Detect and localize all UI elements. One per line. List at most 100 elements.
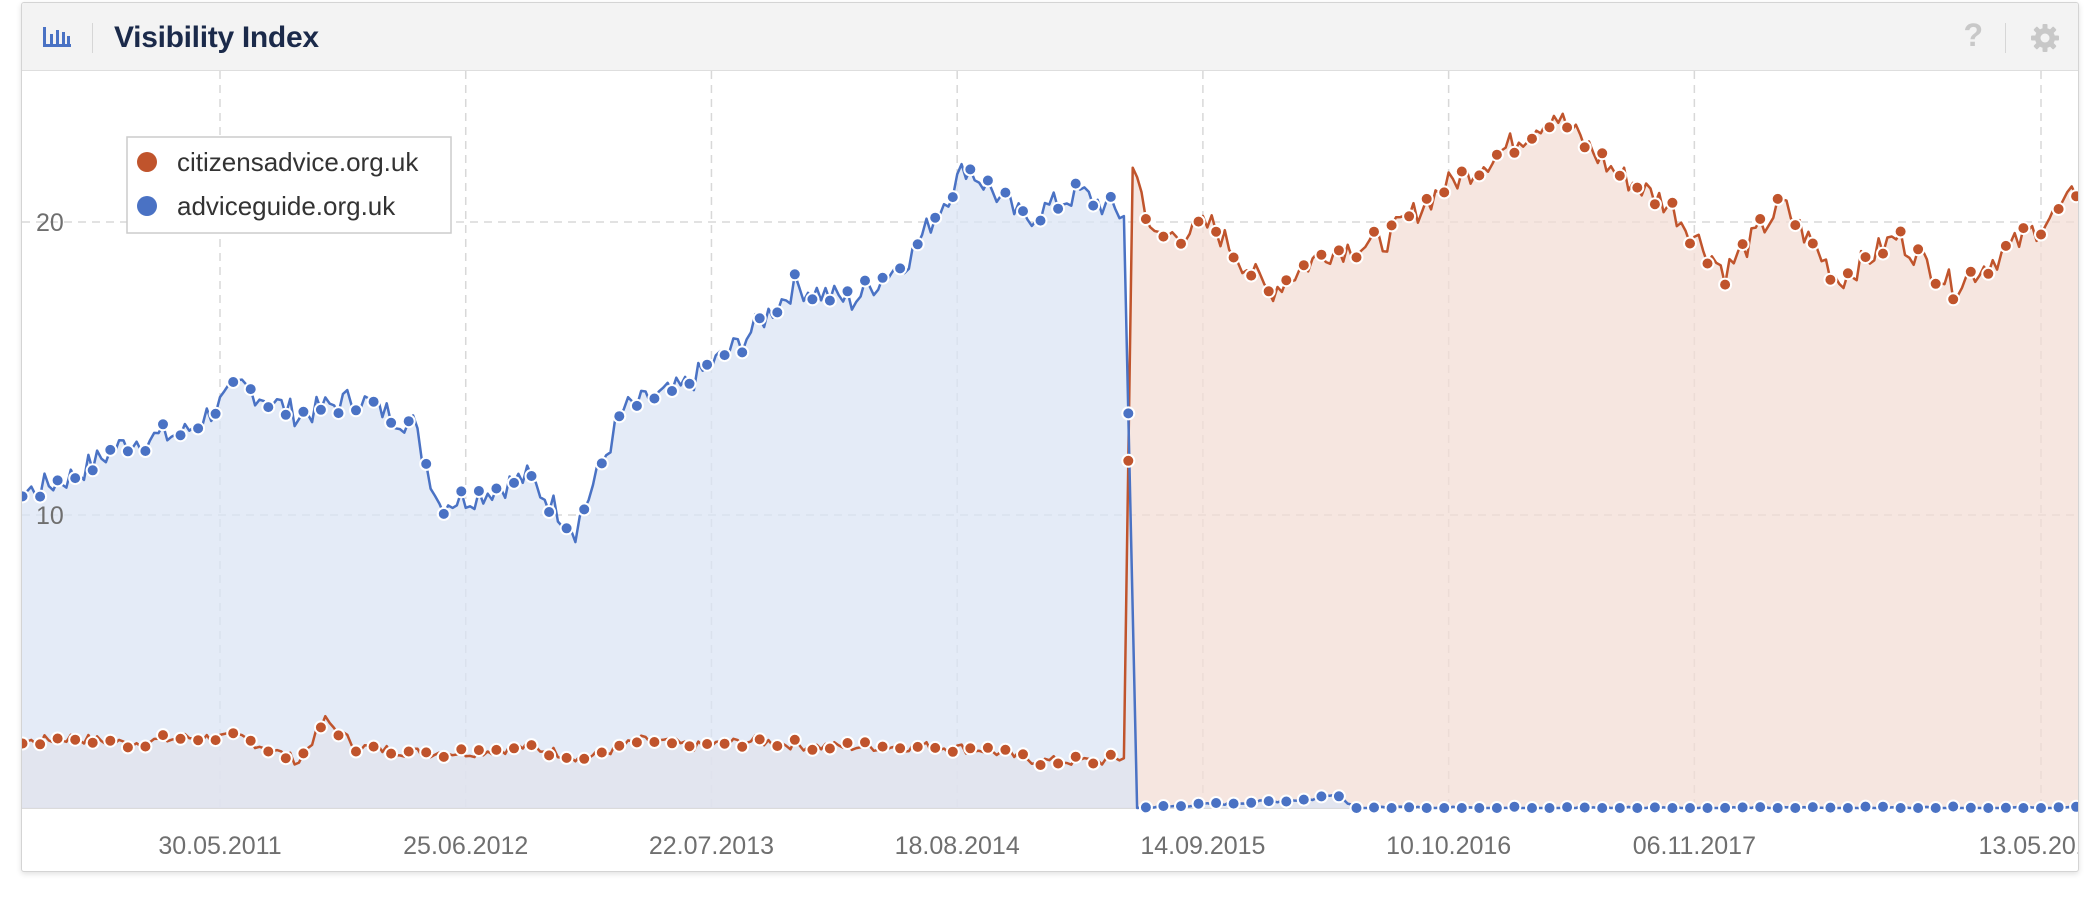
data-point[interactable]: [945, 744, 960, 759]
data-point[interactable]: [33, 489, 48, 504]
data-point[interactable]: [366, 394, 381, 409]
data-point[interactable]: [1876, 246, 1890, 261]
data-point[interactable]: [1876, 799, 1890, 814]
data-point[interactable]: [858, 735, 872, 750]
data-point[interactable]: [1191, 796, 1206, 811]
data-point[interactable]: [980, 173, 995, 188]
data-point[interactable]: [208, 406, 223, 421]
data-point[interactable]: [1174, 799, 1188, 814]
data-point[interactable]: [1928, 801, 1943, 815]
data-point[interactable]: [138, 444, 153, 458]
data-point[interactable]: [1998, 800, 2013, 815]
data-point[interactable]: [928, 210, 943, 225]
data-point[interactable]: [1718, 277, 1733, 292]
data-point[interactable]: [103, 733, 118, 748]
data-point[interactable]: [401, 414, 416, 429]
data-point[interactable]: [1630, 801, 1645, 815]
data-point[interactable]: [840, 736, 855, 750]
data-point[interactable]: [1296, 792, 1311, 807]
data-point[interactable]: [542, 748, 557, 763]
data-point[interactable]: [1595, 146, 1610, 161]
data-point[interactable]: [1367, 800, 1381, 815]
data-point[interactable]: [1279, 794, 1294, 809]
data-point[interactable]: [2051, 800, 2066, 815]
data-point[interactable]: [1700, 256, 1715, 271]
data-point[interactable]: [261, 744, 276, 759]
data-point[interactable]: [910, 237, 925, 252]
data-point[interactable]: [1753, 800, 1768, 815]
data-point[interactable]: [1770, 191, 1785, 206]
data-point[interactable]: [1770, 801, 1785, 815]
data-point[interactable]: [1840, 801, 1855, 815]
data-point[interactable]: [1121, 453, 1136, 468]
data-point[interactable]: [1384, 218, 1399, 233]
data-point[interactable]: [331, 728, 346, 743]
data-point[interactable]: [998, 185, 1013, 200]
data-point[interactable]: [1086, 756, 1101, 771]
data-point[interactable]: [1753, 212, 1768, 226]
data-point[interactable]: [261, 400, 276, 415]
data-point[interactable]: [454, 742, 469, 757]
data-point[interactable]: [1647, 800, 1662, 815]
data-point[interactable]: [1507, 145, 1522, 160]
data-point[interactable]: [1226, 796, 1241, 811]
data-point[interactable]: [173, 731, 188, 746]
data-point[interactable]: [542, 505, 557, 519]
data-point[interactable]: [1156, 799, 1171, 813]
data-point[interactable]: [156, 728, 170, 743]
data-point[interactable]: [1367, 224, 1381, 239]
data-point[interactable]: [1016, 747, 1030, 762]
legend-label[interactable]: citizensadvice.org.uk: [177, 147, 419, 177]
data-point[interactable]: [208, 733, 223, 748]
data-point[interactable]: [1279, 273, 1294, 288]
data-point[interactable]: [945, 190, 960, 205]
data-point[interactable]: [1349, 801, 1364, 815]
data-point[interactable]: [682, 739, 697, 754]
data-point[interactable]: [822, 741, 837, 756]
data-point[interactable]: [1437, 801, 1452, 815]
data-point[interactable]: [1244, 795, 1259, 810]
data-point[interactable]: [507, 741, 521, 756]
data-point[interactable]: [928, 740, 943, 755]
data-point[interactable]: [1683, 236, 1697, 251]
data-point[interactable]: [436, 749, 451, 764]
data-point[interactable]: [1384, 801, 1399, 815]
data-point[interactable]: [893, 261, 908, 276]
data-point[interactable]: [1033, 213, 1048, 228]
data-point[interactable]: [1419, 191, 1434, 206]
data-point[interactable]: [1630, 180, 1645, 195]
data-point[interactable]: [50, 473, 65, 488]
data-point[interactable]: [1577, 800, 1592, 815]
data-point[interactable]: [1454, 164, 1469, 179]
data-point[interactable]: [1086, 198, 1101, 213]
data-point[interactable]: [1402, 800, 1417, 815]
data-point[interactable]: [770, 305, 785, 320]
data-point[interactable]: [22, 736, 30, 751]
data-point[interactable]: [50, 731, 65, 746]
data-point[interactable]: [629, 398, 644, 413]
data-point[interactable]: [1893, 801, 1908, 815]
data-point[interactable]: [313, 720, 328, 735]
data-point[interactable]: [700, 737, 715, 751]
data-point[interactable]: [1261, 284, 1276, 299]
data-point[interactable]: [612, 738, 627, 753]
data-point[interactable]: [1191, 214, 1206, 229]
data-point[interactable]: [559, 521, 574, 536]
data-point[interactable]: [1735, 237, 1750, 252]
data-point[interactable]: [2069, 799, 2078, 814]
data-point[interactable]: [1156, 229, 1171, 244]
data-point[interactable]: [1665, 195, 1680, 210]
data-point[interactable]: [419, 456, 434, 471]
data-point[interactable]: [1454, 801, 1469, 815]
data-point[interactable]: [1963, 800, 1978, 815]
data-point[interactable]: [349, 403, 363, 418]
data-point[interactable]: [68, 471, 83, 486]
data-point[interactable]: [384, 415, 399, 430]
data-point[interactable]: [226, 726, 241, 741]
data-point[interactable]: [489, 742, 504, 757]
data-point[interactable]: [278, 751, 293, 766]
data-point[interactable]: [156, 417, 170, 432]
data-point[interactable]: [893, 741, 908, 756]
data-point[interactable]: [1103, 189, 1118, 204]
data-point[interactable]: [243, 733, 258, 748]
